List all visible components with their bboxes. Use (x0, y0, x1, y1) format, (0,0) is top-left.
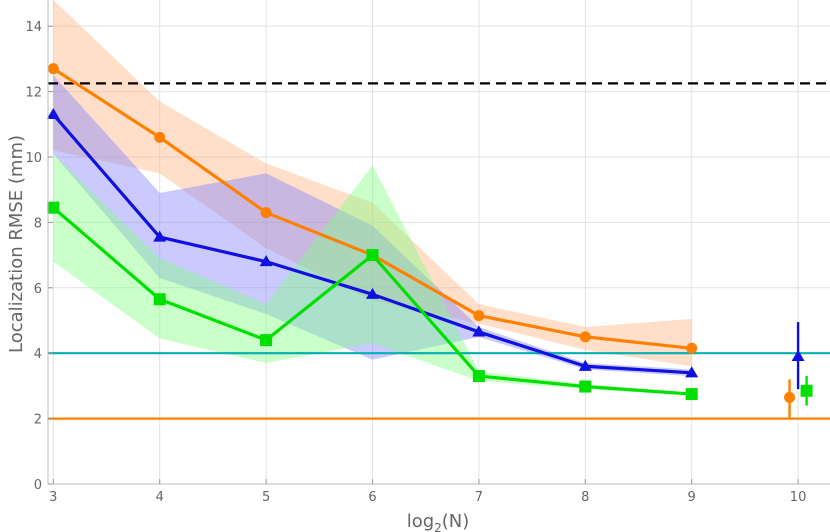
x-tick-label: 8 (581, 490, 589, 505)
marker-series-0 (260, 207, 272, 219)
grid-lines (48, 0, 830, 485)
marker-series-1 (153, 230, 167, 242)
x-axis-title-suffix: (N) (442, 511, 470, 532)
marker-series-1 (259, 255, 273, 267)
y-tick-label: 14 (25, 20, 42, 35)
marker-series-2 (153, 293, 166, 306)
marker-series-0 (47, 63, 59, 75)
marker-series-0 (154, 131, 166, 143)
plot-frame (47, 0, 830, 485)
marker-series-2 (366, 249, 379, 262)
y-tick-label: 4 (34, 347, 42, 362)
band-series-2 (53, 153, 692, 396)
point-estimate-2 (800, 384, 813, 397)
x-tick-label: 3 (49, 490, 57, 505)
y-tick-label: 2 (34, 413, 42, 428)
marker-series-2 (472, 370, 485, 383)
point-estimate-1 (791, 349, 805, 362)
marker-series-1 (472, 325, 486, 337)
marker-series-1 (578, 359, 592, 371)
marker-series-0 (579, 331, 591, 343)
y-tick-label: 10 (25, 151, 42, 166)
series-markers (46, 63, 699, 401)
marker-series-0 (686, 342, 698, 354)
reference-lines (48, 82, 830, 420)
x-tick-label: 10 (790, 490, 807, 505)
marker-series-0 (473, 310, 485, 322)
marker-series-1 (685, 366, 699, 378)
marker-series-1 (46, 107, 60, 120)
marker-series-2 (685, 388, 698, 401)
x-tick-label: 7 (475, 490, 483, 505)
point-estimate-0 (784, 391, 796, 403)
x-tick-label: 4 (156, 490, 164, 505)
y-tick-label: 0 (34, 478, 42, 493)
y-tick-label: 6 (34, 282, 42, 297)
band-series-1 (53, 75, 692, 377)
y-tick-label: 12 (25, 86, 42, 101)
marker-series-2 (579, 380, 592, 393)
x-tick-label: 9 (688, 490, 696, 505)
marker-series-2 (47, 201, 60, 214)
marker-series-2 (260, 334, 273, 347)
x-axis-title-subscript: 2 (434, 521, 442, 532)
point-estimates (784, 322, 813, 419)
y-tick-label: 8 (34, 216, 42, 231)
x-tick-label: 6 (368, 490, 376, 505)
x-axis-title-main: log (407, 511, 434, 532)
y-axis-title: Localization RMSE (mm) (6, 135, 27, 353)
x-axis-title: log2(N) (407, 511, 470, 532)
marker-series-1 (366, 287, 380, 299)
tick-labels: 0 2 4 6 8 10 12 14 3 4 5 6 7 8 9 10 (25, 20, 806, 505)
x-tick-label: 5 (262, 490, 270, 505)
